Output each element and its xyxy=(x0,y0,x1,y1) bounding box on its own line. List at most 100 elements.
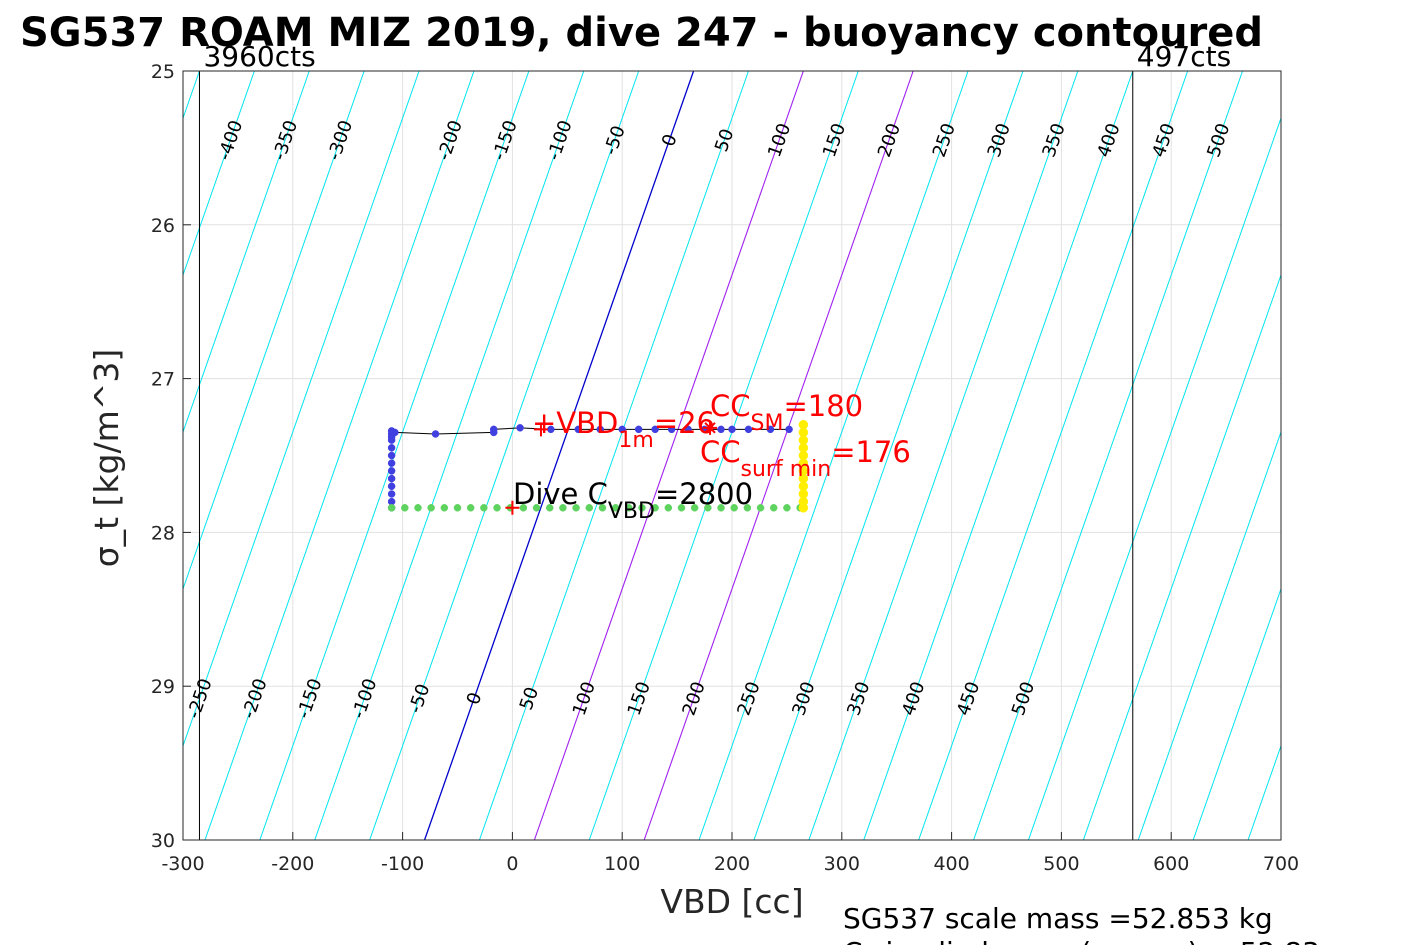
y-tick-labels: 25 26 27 28 29 30 xyxy=(151,61,175,852)
x-tick-label: 100 xyxy=(604,853,640,875)
data-point xyxy=(596,425,604,434)
contour-label-top: -50 xyxy=(600,123,630,158)
data-point xyxy=(717,425,725,434)
data-point xyxy=(769,504,778,512)
data-point xyxy=(387,459,396,467)
contour-label-bottom: 400 xyxy=(898,679,929,718)
contour-label-top: 500 xyxy=(1203,121,1234,160)
cc-surf-min-annotation: CCsurf min=176 xyxy=(700,435,911,482)
cc-sm-annotation: CCSM=180 xyxy=(710,389,863,436)
x-tick-label: -100 xyxy=(381,853,424,875)
data-point xyxy=(387,504,396,512)
contour-line xyxy=(183,71,365,591)
data-point xyxy=(677,504,686,512)
x-tick-label: 700 xyxy=(1263,853,1299,875)
dive-cvbd-annotation: Dive CVBD=2800 xyxy=(513,477,753,524)
x-tick-label: 300 xyxy=(824,853,860,875)
data-point xyxy=(440,504,449,512)
cc-sm-label: CC xyxy=(710,389,751,423)
contour-line xyxy=(1082,273,1281,840)
contour-label-top: -150 xyxy=(488,118,521,164)
data-point xyxy=(625,504,633,512)
contour-label-bottom: 50 xyxy=(516,684,543,713)
dive-cvbd-label: Dive C xyxy=(513,477,608,511)
data-point xyxy=(664,504,673,512)
data-point xyxy=(453,504,462,512)
contour-line xyxy=(973,71,1244,840)
contour-label-top: 200 xyxy=(874,121,905,160)
contour-line xyxy=(183,71,255,277)
y-axis-label: σ_t [kg/m^3] xyxy=(87,349,126,568)
data-point xyxy=(387,490,396,498)
data-point xyxy=(634,425,643,434)
contour-label-bottom: -250 xyxy=(183,676,216,722)
contour-label-bottom: -150 xyxy=(293,676,326,722)
data-point xyxy=(489,425,498,434)
contour-line xyxy=(808,71,1079,840)
contour-line xyxy=(863,71,1134,840)
contour-line xyxy=(698,71,969,840)
data-point xyxy=(704,504,712,512)
contour-label-top: 350 xyxy=(1039,121,1070,160)
data-point xyxy=(730,504,738,512)
contour-line xyxy=(1027,116,1281,840)
plus-marker xyxy=(533,422,548,437)
y-tick-label: 30 xyxy=(151,830,175,852)
contour-label-bottom: 350 xyxy=(843,679,874,718)
contour-label-bottom: 500 xyxy=(1008,679,1039,718)
data-point xyxy=(651,504,659,512)
cc-surf-min-sub: surf min xyxy=(741,457,832,482)
data-point xyxy=(545,504,554,512)
contour-label-top: -300 xyxy=(324,118,357,164)
x-tick-labels: -300 -200 -100 0 100 200 300 400 500 600 700 xyxy=(161,853,1299,875)
contour-label-top: 100 xyxy=(764,121,795,160)
contour-label-top: 400 xyxy=(1093,121,1124,160)
contour-line xyxy=(753,71,1024,840)
data-point xyxy=(690,504,699,512)
data-point xyxy=(532,504,541,512)
data-point xyxy=(493,504,501,512)
dive-cvbd-value: =2800 xyxy=(655,477,753,511)
data-point xyxy=(783,504,791,512)
contour-line xyxy=(423,71,695,840)
data-point xyxy=(427,504,435,512)
contour-line xyxy=(0,71,35,840)
contour-label-bottom: 0 xyxy=(463,690,487,708)
contour-line xyxy=(643,71,914,840)
vbd-1m-annotation: +VBD1m=26 xyxy=(532,406,715,453)
contour-line xyxy=(1137,430,1281,840)
data-point xyxy=(387,444,396,452)
reference-markers xyxy=(505,420,718,515)
data-point xyxy=(387,467,396,475)
contour-label-top: 150 xyxy=(819,121,850,160)
contour-label-top: 300 xyxy=(984,121,1015,160)
data-point xyxy=(667,425,676,434)
contour-line xyxy=(204,71,475,840)
contour-label-bottom: 300 xyxy=(788,679,819,718)
contour-label-bottom: 250 xyxy=(733,679,764,718)
vbd-limit-label: 3960cts xyxy=(203,40,315,73)
data-point xyxy=(756,504,765,512)
x-axis-label: VBD [cc] xyxy=(660,882,803,921)
data-point xyxy=(572,504,580,512)
contour-label-bottom: -100 xyxy=(348,676,381,722)
contour-label-top: 450 xyxy=(1148,121,1179,160)
x-tick-label: 0 xyxy=(506,853,518,875)
x-tick-label: 500 xyxy=(1043,853,1079,875)
contour-line xyxy=(588,71,859,840)
x-tick-label: 200 xyxy=(714,853,750,875)
contour-line xyxy=(0,71,90,840)
data-point xyxy=(414,504,422,512)
cc-surf-min-label: CC xyxy=(700,435,741,469)
grid-lines xyxy=(182,70,1282,841)
y-tick-label: 26 xyxy=(151,215,175,237)
contour-line xyxy=(533,71,804,840)
contour-label-bottom: 100 xyxy=(569,679,600,718)
data-points xyxy=(387,419,809,513)
implied-mass-text: C_ implied mass (approx) = 52.83 xyxy=(843,936,1320,945)
data-point xyxy=(651,425,659,434)
data-point xyxy=(401,504,409,512)
contour-line xyxy=(478,71,749,840)
contour-label-top: 50 xyxy=(711,126,738,155)
data-point xyxy=(387,436,396,444)
